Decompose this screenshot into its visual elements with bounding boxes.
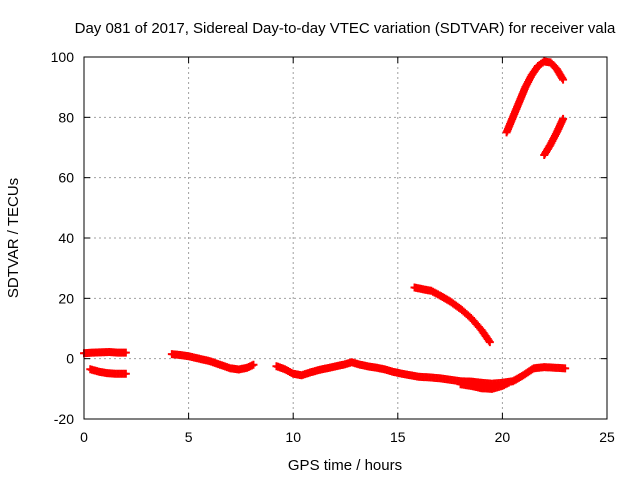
chart-title: Day 081 of 2017, Sidereal Day-to-day VTE… bbox=[75, 20, 616, 37]
series-arc-2 bbox=[86, 365, 130, 378]
data-point bbox=[559, 75, 568, 84]
x-tick-label: 10 bbox=[285, 429, 301, 445]
data-point bbox=[484, 336, 493, 345]
y-tick-label: -20 bbox=[54, 411, 74, 427]
y-tick-label: 20 bbox=[58, 290, 74, 306]
data-series bbox=[80, 57, 570, 393]
x-tick-label: 0 bbox=[80, 429, 88, 445]
data-point bbox=[121, 369, 130, 378]
series-arc-5 bbox=[456, 378, 513, 393]
series-arc-8 bbox=[540, 114, 568, 160]
series-arc-3 bbox=[167, 350, 258, 374]
data-point bbox=[485, 338, 494, 347]
x-tick-label: 15 bbox=[390, 429, 406, 445]
series-arc-4 bbox=[272, 358, 570, 388]
grid bbox=[84, 57, 607, 419]
y-axis-label: SDTVAR / TECUs bbox=[5, 178, 22, 298]
y-tick-label: 80 bbox=[58, 109, 74, 125]
x-tick-label: 20 bbox=[495, 429, 511, 445]
data-point bbox=[559, 114, 568, 123]
data-point bbox=[561, 364, 570, 373]
series-arc-7 bbox=[502, 57, 568, 137]
y-tick-label: 60 bbox=[58, 170, 74, 186]
x-tick-label: 5 bbox=[185, 429, 193, 445]
x-tick-label: 25 bbox=[599, 429, 615, 445]
y-tick-label: 0 bbox=[66, 351, 74, 367]
axis-ticks: 0 5 10 15 20 25 -20 0 20 40 60 80 100 bbox=[51, 49, 615, 445]
y-tick-label: 100 bbox=[51, 49, 75, 65]
data-point bbox=[121, 348, 130, 357]
y-tick-label: 40 bbox=[58, 230, 74, 246]
series-arc-6 bbox=[410, 283, 494, 347]
data-point bbox=[504, 378, 513, 387]
x-axis-label: GPS time / hours bbox=[288, 457, 402, 474]
series-arc-1 bbox=[80, 348, 130, 358]
data-point bbox=[249, 360, 258, 369]
